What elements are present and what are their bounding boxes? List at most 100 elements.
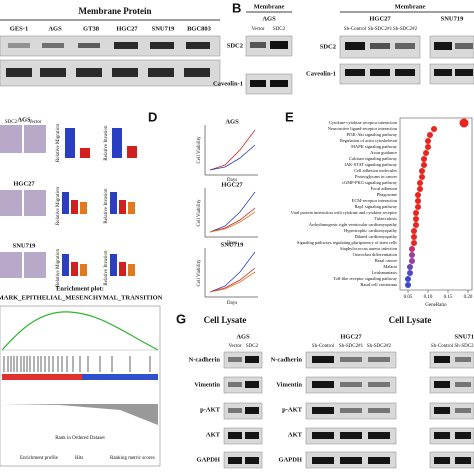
- label: Leishmaniasis: [372, 270, 397, 275]
- label: HGC27: [369, 15, 391, 22]
- panel-label: E: [285, 109, 294, 124]
- label: Sh-SDC2#2: [367, 344, 392, 349]
- label: 0.05: [404, 295, 413, 300]
- label: Toll-like receptor signaling pathway: [333, 276, 398, 281]
- dot: [419, 168, 425, 174]
- dot: [417, 186, 423, 192]
- label: Vimentin: [276, 381, 302, 388]
- label: GAPDH: [279, 456, 302, 463]
- panel-title: Membrane Protein: [78, 6, 151, 16]
- label: Membrane: [254, 3, 285, 10]
- label: Sh-Control: [431, 344, 454, 349]
- label: Relative Invasion: [104, 188, 109, 224]
- label: AGS: [262, 15, 276, 22]
- label: Relative Migration: [56, 249, 61, 287]
- label: Cell Viability: [197, 259, 202, 286]
- label: Vector: [251, 27, 264, 32]
- label: Malaria: [383, 264, 397, 269]
- dot: [409, 252, 415, 258]
- dot: [423, 150, 429, 156]
- label: Hypertrophic cardiomyopathy: [344, 228, 398, 233]
- label: Sh-SDC2#1: [368, 27, 393, 32]
- panel-label: B: [232, 0, 241, 15]
- label: BGC803: [187, 25, 212, 32]
- label: Cell Viability: [197, 136, 202, 163]
- label: GES-1: [10, 25, 28, 32]
- bar-panels: [62, 128, 137, 276]
- label: Vector: [228, 344, 241, 349]
- label: MAPK signaling pathway: [351, 144, 398, 149]
- label: Membrane: [395, 3, 426, 10]
- dot: [421, 162, 427, 168]
- label: SNU719: [13, 242, 37, 249]
- label: Neuroactive ligand-receptor interaction: [328, 126, 398, 131]
- label: Sh-Control: [312, 344, 335, 349]
- dot: [405, 282, 411, 288]
- label: p-AKT: [282, 406, 303, 413]
- hits: [3, 356, 151, 372]
- label: Cell Lysate: [389, 315, 432, 325]
- label: PI3K-Akt signaling pathway: [347, 132, 398, 137]
- label: GeneRatio: [425, 303, 447, 308]
- label: GAPDH: [197, 456, 220, 463]
- label: HGC27: [221, 181, 243, 188]
- label: Ranking metric scores: [110, 456, 155, 461]
- label: Relative Invasion: [104, 125, 109, 161]
- label: Viral protein interaction with cytokine …: [291, 210, 398, 215]
- dot: [415, 198, 421, 204]
- label: GT38: [83, 25, 100, 32]
- label: 0.20: [464, 295, 473, 300]
- label: Relative Migration: [56, 187, 61, 225]
- dot: [415, 204, 421, 210]
- dot: [413, 210, 419, 216]
- dot: [415, 192, 421, 198]
- label: N-cadherin: [189, 356, 221, 363]
- label: SNU719: [221, 241, 245, 248]
- dot: [409, 246, 415, 252]
- dot: [419, 174, 425, 180]
- label: AGS: [225, 118, 239, 125]
- dot: [405, 276, 411, 282]
- label: JAK-STAT signaling pathway: [344, 162, 398, 167]
- label: AKT: [206, 431, 221, 438]
- label: Enrichment plot:: [56, 285, 104, 292]
- blot: [0, 59, 221, 87]
- label: Calcium signaling pathway: [349, 156, 398, 161]
- label: cGMP-PKG signaling pathway: [342, 180, 398, 185]
- label: SNU71: [454, 333, 474, 340]
- label: Axon guidance: [370, 150, 397, 155]
- label: SDC2: [5, 120, 18, 125]
- panel-label: D: [148, 109, 157, 124]
- label: Days: [227, 241, 237, 246]
- label: Sh-Control: [344, 27, 367, 32]
- label: Vector: [28, 120, 41, 125]
- label: AGS: [48, 25, 62, 32]
- label: Dilated cardiomyopathy: [354, 234, 397, 239]
- label: Relative Invasion: [104, 250, 109, 286]
- label: Enrichment profile: [20, 456, 59, 461]
- label: SDC2: [246, 344, 259, 349]
- label: Rap1 signaling pathway: [355, 204, 398, 209]
- dot: [425, 144, 431, 150]
- dot: [431, 126, 437, 132]
- label: Sh-SDC2#2: [393, 27, 418, 32]
- dot: [459, 118, 469, 128]
- label: Arrhythmogenic right ventricular cardiom…: [309, 222, 398, 227]
- label: Days: [227, 301, 237, 306]
- label: Rank in Ordered Dataset: [55, 436, 105, 441]
- dot: [413, 216, 419, 222]
- dot: [409, 258, 415, 264]
- dot: [413, 222, 419, 228]
- label: N-cadherin: [271, 356, 303, 363]
- label: Sh-SDC2: [454, 344, 474, 349]
- label: SDC2: [227, 42, 243, 49]
- panel-label: G: [176, 311, 186, 326]
- label: Cell Lysate: [204, 315, 247, 325]
- label: p-AKT: [200, 406, 221, 413]
- label: Relative Migration: [56, 124, 61, 162]
- label: Cell adhesion molecules: [354, 168, 397, 173]
- label: Days: [227, 178, 237, 183]
- label: Vimentin: [194, 381, 220, 388]
- label: Focal adhesion: [371, 186, 398, 191]
- label: HGC27: [13, 180, 35, 187]
